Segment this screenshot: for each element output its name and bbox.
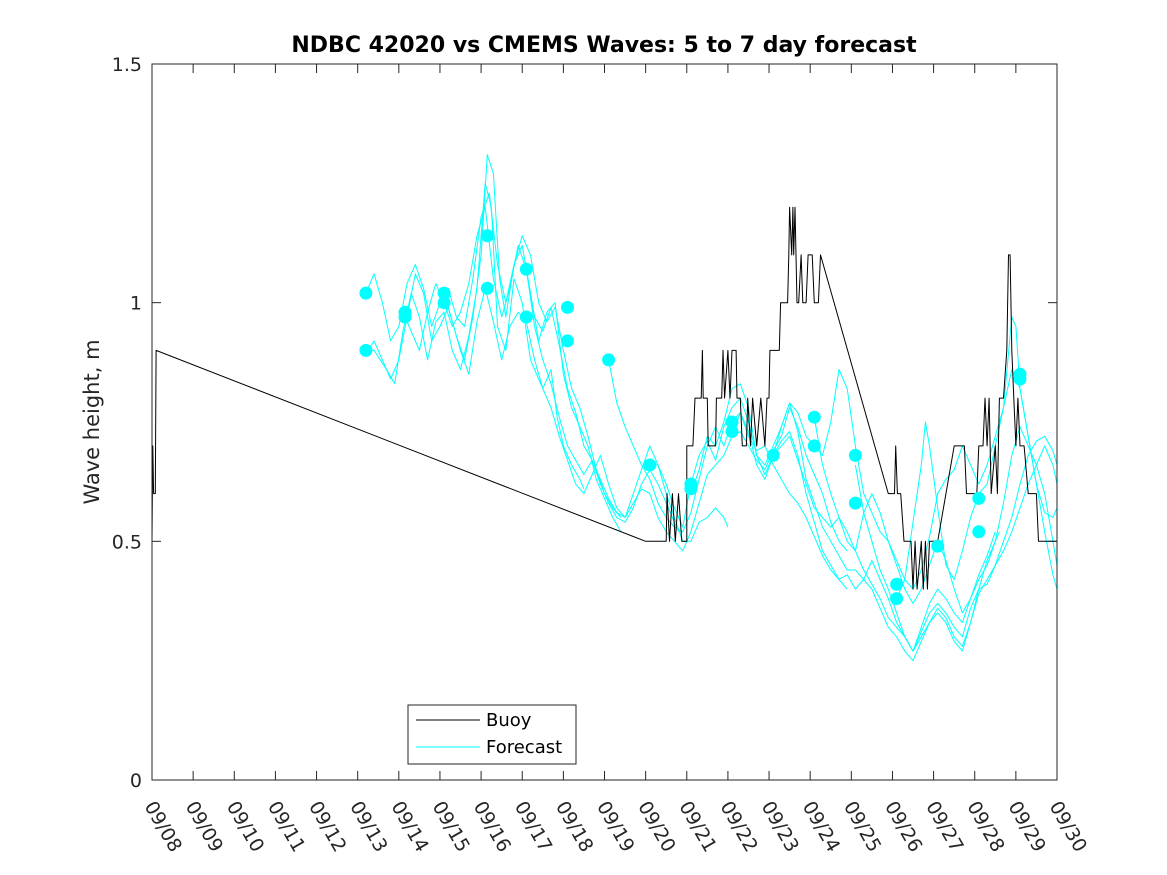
legend: Buoy Forecast: [407, 704, 577, 765]
y-axis-label: Wave height, m: [80, 339, 104, 504]
forecast-start-marker-27: [972, 525, 986, 539]
forecast-start-marker-7: [480, 281, 494, 295]
y-tick-label-3: 1.5: [112, 54, 142, 76]
y-tick-label-0: 0: [130, 770, 142, 792]
forecast-start-marker-16: [725, 415, 739, 429]
forecast-start-marker-17: [725, 425, 739, 438]
forecast-start-marker-15: [684, 482, 698, 496]
y-tick-label-1: 0.5: [112, 531, 142, 553]
forecast-start-marker-11: [561, 334, 574, 348]
forecast-line-14: [896, 369, 1058, 599]
forecast-line-3: [365, 192, 622, 518]
forecast-start-marker-9: [519, 310, 533, 324]
forecast-start-marker-18: [766, 448, 780, 462]
forecast-start-marker-10: [561, 300, 574, 314]
forecast-start-marker-24: [890, 592, 904, 606]
forecast-start-marker-25: [931, 539, 945, 553]
forecast-start-marker-12: [602, 353, 616, 367]
forecast-line-4: [402, 206, 679, 532]
forecast-line-13: [854, 464, 996, 652]
forecast-start-marker-20: [807, 439, 821, 453]
forecast-start-marker-8: [519, 262, 533, 276]
legend-forecast-label: Forecast: [486, 737, 562, 758]
y-tick-label-2: 1: [130, 293, 142, 315]
forecast-start-marker-3: [398, 310, 412, 324]
forecast-line-2: [367, 154, 622, 533]
forecast-start-marker-13: [643, 458, 657, 472]
forecast-start-marker-21: [848, 448, 862, 462]
forecast-start-marker-6: [480, 229, 494, 243]
legend-box: [407, 704, 577, 765]
forecast-start-marker-0: [359, 286, 373, 300]
forecast-line-9: [690, 383, 1058, 662]
forecast-start-marker-23: [890, 577, 904, 591]
legend-buoy-label: Buoy: [486, 710, 532, 731]
forecast-start-marker-1: [359, 343, 373, 357]
forecast-start-marker-26: [972, 491, 986, 505]
forecast-start-marker-4: [437, 286, 451, 300]
forecast-start-marker-29: [1013, 372, 1027, 386]
forecast-line-8: [649, 397, 1000, 652]
forecast-line-10: [731, 412, 1058, 652]
series-layer: [151, 154, 1058, 662]
forecast-line-12: [772, 316, 1058, 590]
buoy-line: [151, 206, 1057, 590]
chart-title: NDBC 42020 vs CMEMS Waves: 5 to 7 day fo…: [291, 33, 917, 58]
plot-area: [152, 64, 1057, 780]
forecast-start-marker-5: [437, 296, 451, 310]
forecast-start-marker-19: [807, 410, 821, 424]
forecast-start-marker-22: [848, 496, 862, 510]
